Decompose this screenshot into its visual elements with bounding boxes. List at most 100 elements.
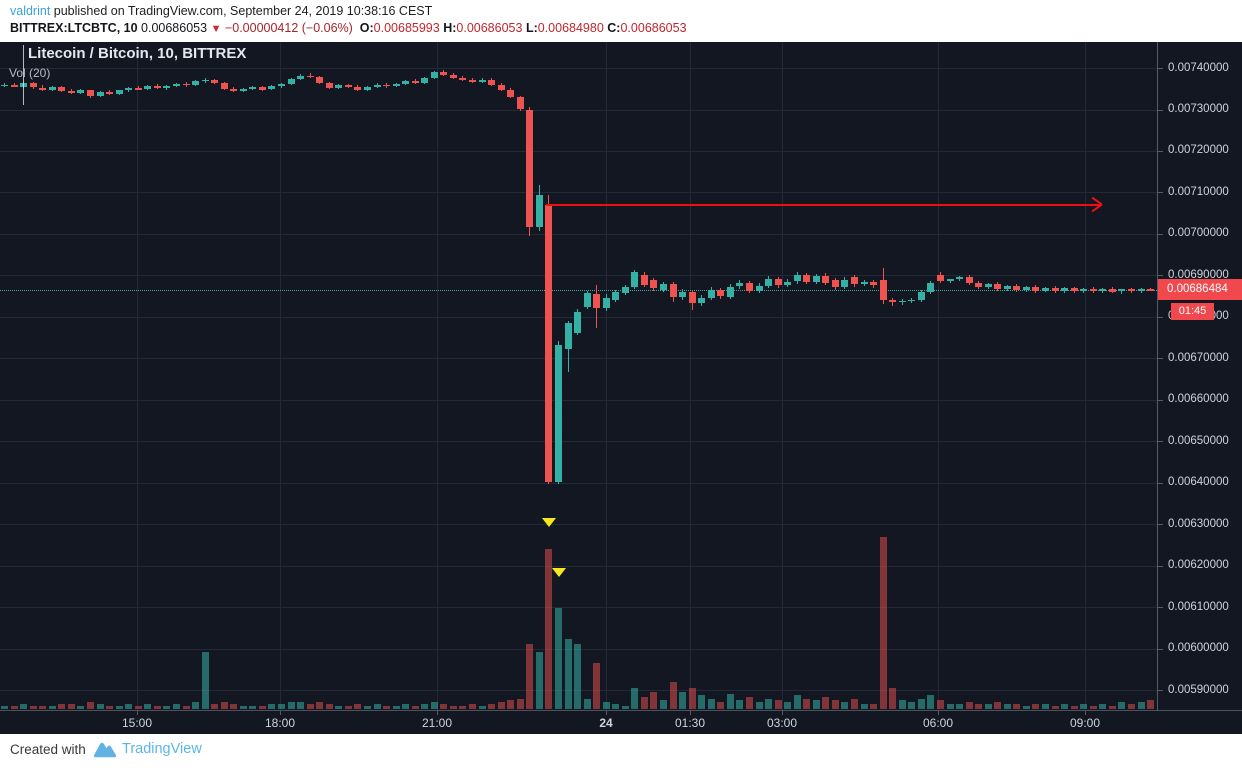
candle-body bbox=[1099, 289, 1107, 292]
volume-bar bbox=[125, 703, 133, 709]
candle-body bbox=[239, 88, 247, 92]
volume-bar bbox=[1137, 702, 1145, 709]
bar-countdown-badge: 01:45 bbox=[1171, 303, 1214, 320]
candle-body bbox=[115, 90, 123, 94]
candle-body bbox=[736, 283, 744, 287]
candle-body bbox=[48, 87, 56, 90]
open-label: O: bbox=[359, 21, 374, 35]
candle-body bbox=[593, 294, 601, 309]
volume-bar bbox=[507, 700, 515, 709]
volume-bar bbox=[1118, 702, 1126, 709]
volume-bar bbox=[392, 705, 400, 709]
candle-body bbox=[383, 84, 390, 87]
price-axis-label: 0.00620000 bbox=[1168, 559, 1229, 572]
volume-bar bbox=[268, 703, 276, 709]
time-axis[interactable]: 15:00 18:00 21:00 24 01:30 03:00 06:00 09:00 bbox=[0, 710, 1242, 735]
high-label: H: bbox=[443, 21, 457, 35]
tradingview-brand-link[interactable]: TradingView bbox=[122, 741, 202, 757]
author-link[interactable]: valdrint bbox=[10, 4, 51, 18]
price-axis-label: 0.00590000 bbox=[1168, 683, 1229, 696]
candle-body bbox=[679, 291, 687, 297]
volume-bar bbox=[822, 697, 830, 709]
time-gridline bbox=[280, 42, 281, 710]
volume-bar bbox=[163, 705, 171, 709]
volume-bar bbox=[1, 705, 8, 709]
volume-bar bbox=[564, 638, 572, 709]
chart-title: Litecoin / Bitcoin, 10, BITTREX bbox=[28, 45, 247, 62]
time-gridline bbox=[137, 42, 138, 710]
volume-bar bbox=[726, 693, 734, 709]
volume-bar bbox=[745, 697, 753, 709]
candle-body bbox=[144, 86, 152, 90]
price-gridline bbox=[0, 565, 1157, 567]
price-axis-tick bbox=[1158, 441, 1163, 443]
candle-body bbox=[1013, 285, 1021, 290]
price-gridline bbox=[0, 109, 1157, 111]
candle-body bbox=[774, 278, 782, 286]
volume-bar bbox=[478, 705, 486, 709]
price-axis-label: 0.00690000 bbox=[1168, 268, 1229, 281]
candle-body bbox=[182, 83, 190, 86]
price-axis[interactable]: 0.00686484 01:45 0.00740000 0.00730000 0.0… bbox=[1157, 42, 1242, 733]
candle-body bbox=[879, 279, 887, 300]
candle-body bbox=[287, 78, 295, 84]
volume-bar bbox=[67, 703, 75, 709]
volume-bar bbox=[660, 700, 667, 709]
candle-body bbox=[39, 87, 47, 90]
volume-bar bbox=[20, 703, 28, 709]
low-value: 0.00684980 bbox=[537, 21, 604, 35]
last-price: 0.00686053 bbox=[141, 21, 208, 35]
time-axis-tick bbox=[1085, 711, 1086, 715]
candle-body bbox=[765, 278, 772, 287]
candle-body bbox=[306, 75, 314, 78]
volume-bar bbox=[755, 702, 763, 709]
candle-body bbox=[984, 284, 992, 287]
plot-area[interactable]: Litecoin / Bitcoin, 10, BITTREX Vol (20) bbox=[0, 42, 1157, 710]
cursor-artifact-line bbox=[23, 45, 24, 105]
candle-body bbox=[956, 277, 963, 280]
price-axis-label: 0.00600000 bbox=[1168, 642, 1229, 654]
chart-container: Litecoin / Bitcoin, 10, BITTREX Vol (20)… bbox=[0, 42, 1242, 735]
time-gridline bbox=[606, 42, 607, 710]
volume-bar bbox=[192, 702, 199, 709]
time-axis-tick bbox=[938, 711, 939, 715]
candle-body bbox=[612, 291, 620, 301]
time-axis-label: 01:30 bbox=[674, 716, 706, 730]
candle-body bbox=[707, 290, 715, 298]
time-axis-label: 21:00 bbox=[421, 716, 453, 730]
candle-body bbox=[258, 87, 266, 90]
candle-body bbox=[192, 81, 199, 86]
tradingview-logo-icon[interactable] bbox=[93, 740, 117, 765]
volume-bar bbox=[841, 702, 849, 709]
price-axis-tick bbox=[1158, 524, 1163, 526]
candle-body bbox=[430, 72, 438, 78]
time-axis-label: 15:00 bbox=[121, 716, 153, 730]
volume-bar bbox=[306, 703, 314, 709]
candle-body bbox=[440, 72, 448, 75]
candle-body bbox=[841, 279, 849, 288]
time-axis-tick bbox=[782, 711, 783, 715]
candle-body bbox=[421, 78, 429, 83]
volume-bar bbox=[220, 702, 228, 709]
volume-bar bbox=[106, 705, 114, 709]
volume-bar bbox=[239, 705, 247, 709]
candle-body bbox=[344, 85, 352, 88]
volume-bar bbox=[449, 705, 457, 709]
price-axis-label: 0.00700000 bbox=[1168, 227, 1229, 240]
time-axis-tick bbox=[606, 711, 607, 715]
volume-bar bbox=[29, 705, 37, 709]
price-gridline bbox=[0, 524, 1157, 526]
volume-bar bbox=[96, 703, 104, 709]
volume-bar bbox=[249, 705, 257, 709]
volume-bar bbox=[211, 703, 219, 709]
created-with-text: Created with bbox=[10, 742, 86, 757]
volume-bar bbox=[784, 702, 792, 709]
volume-bar bbox=[182, 705, 190, 709]
volume-bar bbox=[1003, 703, 1011, 709]
volume-bar bbox=[1099, 703, 1107, 709]
volume-bar bbox=[688, 688, 696, 709]
candle-body bbox=[535, 194, 543, 227]
candle-body bbox=[640, 274, 648, 285]
price-axis-tick bbox=[1158, 648, 1163, 650]
candle-body bbox=[268, 86, 276, 90]
